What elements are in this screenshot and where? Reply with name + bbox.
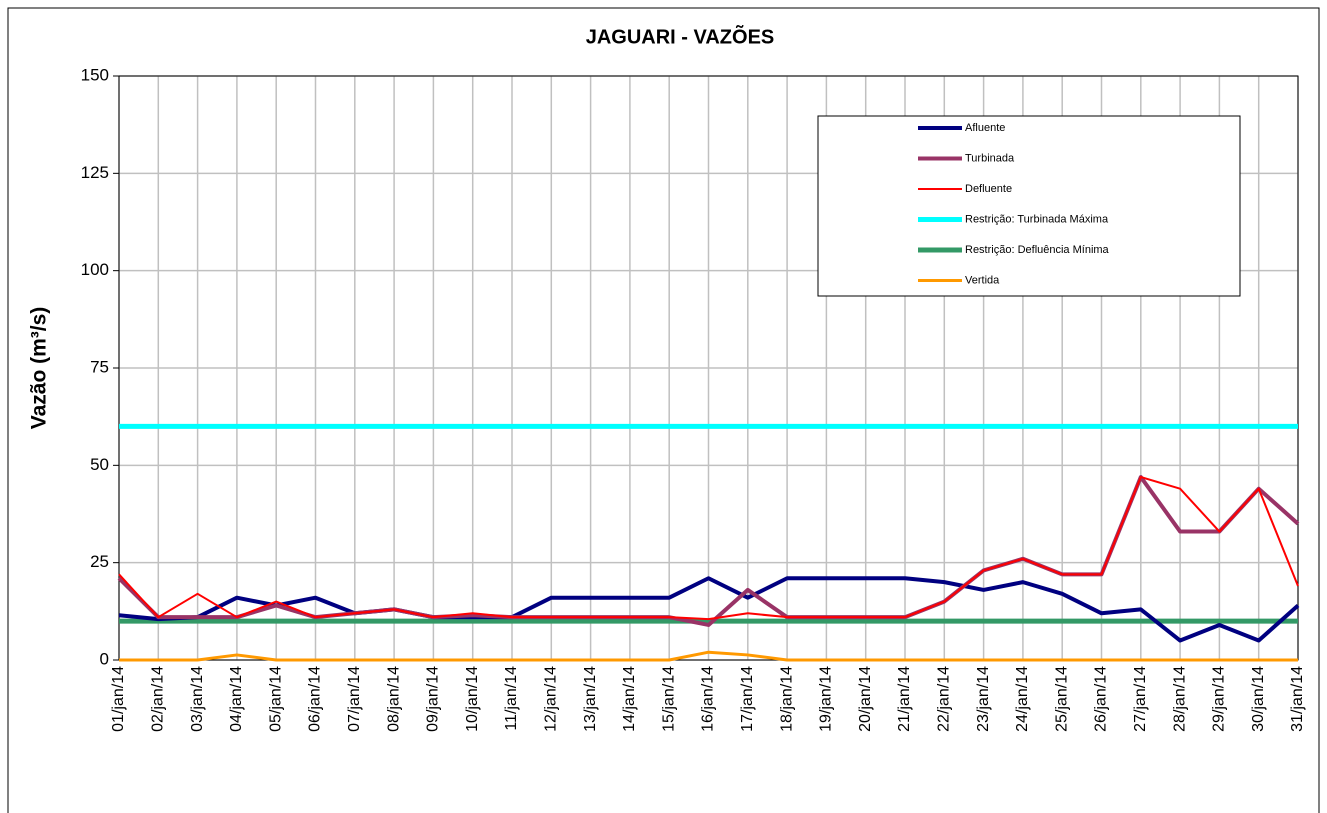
x-tick-label: 20/jan/14	[857, 666, 874, 732]
y-tick-label: 125	[81, 163, 109, 182]
x-tick-label: 10/jan/14	[464, 666, 481, 732]
legend-label: Restrição: Turbinada Máxima	[965, 213, 1109, 225]
x-tick-label: 26/jan/14	[1093, 666, 1110, 732]
series-line	[118, 476, 1299, 621]
legend-label: Afluente	[965, 122, 1005, 134]
x-tick-label: 01/jan/14	[110, 666, 127, 732]
x-tick-label: 15/jan/14	[660, 666, 677, 732]
x-tick-label: 28/jan/14	[1171, 666, 1188, 732]
y-tick-label: 150	[81, 65, 109, 84]
x-tick-label: 09/jan/14	[425, 666, 442, 732]
plot-frame	[118, 75, 1299, 661]
chart-title: JAGUARI - VAZÕES	[586, 24, 775, 48]
legend-box	[817, 115, 1241, 297]
x-tick-label: 24/jan/14	[1014, 666, 1031, 732]
x-tick-label: 22/jan/14	[936, 666, 953, 732]
series-line	[118, 576, 1300, 643]
legend-label: Vertida	[965, 274, 1000, 286]
x-tick-label: 17/jan/14	[739, 666, 756, 732]
x-tick-label: 18/jan/14	[778, 666, 795, 732]
x-tick-label: 07/jan/14	[346, 666, 363, 732]
x-tick-label: 27/jan/14	[1132, 666, 1149, 732]
x-tick-label: 16/jan/14	[700, 666, 717, 732]
x-tick-label: 08/jan/14	[385, 666, 402, 732]
x-tick-label: 11/jan/14	[503, 666, 520, 731]
y-tick-label: 100	[81, 260, 109, 279]
y-axis-label: Vazão (m³/s)	[28, 307, 51, 430]
series-line	[119, 650, 1298, 662]
x-tick-label: 13/jan/14	[582, 666, 599, 732]
x-tick-label: 02/jan/14	[150, 666, 167, 732]
x-tick-label: 25/jan/14	[1053, 666, 1070, 732]
x-tick-label: 12/jan/14	[543, 666, 560, 732]
y-tick-label: 25	[90, 552, 109, 571]
x-tick-label: 19/jan/14	[818, 666, 835, 732]
legend-label: Turbinada	[965, 152, 1015, 164]
x-tick-label: 04/jan/14	[228, 666, 245, 732]
y-tick-label: 50	[90, 455, 109, 474]
x-tick-label: 03/jan/14	[189, 666, 206, 732]
x-tick-label: 29/jan/14	[1211, 666, 1228, 732]
x-tick-label: 06/jan/14	[307, 666, 324, 732]
x-tick-label: 23/jan/14	[975, 666, 992, 732]
y-tick-label: 75	[90, 357, 109, 376]
x-tick-label: 05/jan/14	[267, 666, 284, 732]
x-tick-label: 21/jan/14	[896, 666, 913, 732]
y-tick-label: 0	[100, 649, 109, 668]
legend-label: Restrição: Defluência Mínima	[965, 244, 1110, 256]
x-tick-label: 30/jan/14	[1250, 666, 1267, 732]
x-tick-label: 31/jan/14	[1289, 666, 1306, 732]
legend-label: Defluente	[965, 183, 1012, 195]
x-tick-label: 14/jan/14	[621, 666, 638, 732]
